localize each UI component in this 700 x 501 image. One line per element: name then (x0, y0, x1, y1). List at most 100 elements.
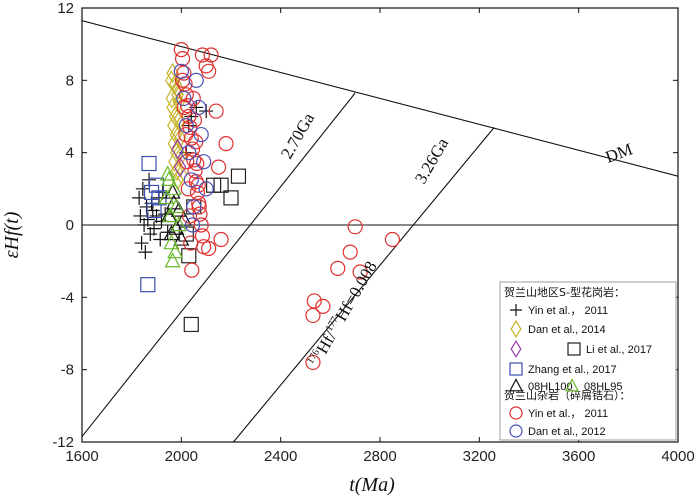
data-point-triangle (175, 210, 192, 226)
data-point-circle (218, 136, 234, 152)
data-point-plus (147, 221, 162, 236)
data-point-circle (191, 199, 207, 215)
data-point-circle (178, 117, 194, 134)
data-point-plus (143, 227, 158, 242)
data-point-circle (181, 208, 198, 224)
data-point-plus (138, 245, 153, 260)
legend-marker (509, 378, 523, 392)
data-point-circle (180, 181, 196, 197)
data-point-square (183, 316, 199, 333)
legend-marker (565, 378, 579, 392)
legend-label: Dan et al., 2012 (528, 426, 606, 438)
data-point-triangle (160, 170, 177, 186)
data-point-circle (182, 119, 198, 135)
x-tick-label: 3600 (562, 448, 595, 465)
data-points (132, 41, 401, 371)
data-point-triangle (163, 225, 180, 241)
x-axis-title: t(Ma) (349, 474, 395, 496)
data-point-circle (176, 65, 192, 81)
data-point-circle (189, 155, 205, 172)
data-point-square (140, 277, 156, 293)
data-point-circle (188, 72, 204, 88)
data-point-circle (181, 145, 197, 161)
data-point-triangle (159, 165, 176, 181)
data-point-diamond (166, 62, 179, 84)
legend-items: Yin et al.， 2011 Dan et al., 2014 Li et al… (509, 304, 652, 438)
data-point-circle (184, 262, 200, 278)
data-point-circle (201, 63, 217, 79)
legend-label: Li et al., 2017 (586, 344, 652, 356)
y-tick-label: 0 (66, 217, 74, 234)
data-point-diamond (171, 138, 184, 160)
reference-line (82, 20, 678, 177)
data-point-square (213, 177, 229, 193)
x-tick-label: 1600 (65, 448, 98, 465)
data-point-square (141, 155, 157, 172)
data-point-circle (210, 159, 227, 175)
x-tick-label: 2000 (165, 448, 198, 465)
legend-title-2: 贺兰山杂岩（碎屑锆石）： (504, 388, 631, 402)
data-point-circle (342, 244, 358, 260)
y-tick-label: 4 (66, 145, 74, 162)
data-point-circle (194, 47, 211, 63)
data-point-triangle (165, 179, 182, 196)
data-point-triangle (163, 234, 180, 250)
y-tick-label: 12 (57, 0, 74, 17)
data-point-circle (384, 231, 401, 248)
legend-box (499, 281, 677, 441)
data-point-circle (183, 235, 199, 251)
data-point-circle (213, 231, 229, 248)
x-tick-label: 3200 (463, 448, 496, 465)
data-point-circle (196, 154, 212, 170)
data-point-circle (306, 293, 322, 309)
data-point-circle (184, 217, 201, 233)
data-point-triangle (168, 197, 185, 214)
legend-marker (567, 342, 581, 356)
data-point-circle (191, 99, 207, 116)
data-point-circle (187, 163, 203, 179)
data-point-circle (201, 240, 217, 257)
data-point-circle (176, 90, 192, 107)
data-point-triangle (164, 252, 181, 268)
data-point-triangle (170, 216, 187, 232)
data-point-triangle (162, 206, 179, 223)
data-point-square (223, 190, 239, 206)
y-tick-label: -8 (61, 362, 74, 379)
data-point-circle (203, 47, 219, 63)
legend-title-1: 贺兰山地区S-型花岗岩： (504, 285, 625, 299)
legend-label: Yin et al.， 2011 (528, 305, 608, 317)
data-point-plus (133, 208, 148, 223)
legend-label: 08HL95 (584, 381, 623, 393)
legend-marker (509, 424, 523, 438)
data-point-circle (185, 90, 201, 107)
legend: 贺兰山地区S-型花岗岩： 贺兰山杂岩（碎屑锆石）： Yin et al.， 20… (499, 281, 677, 441)
data-point-circle (173, 41, 189, 58)
legend-label: 08HL100 (528, 381, 573, 393)
data-point-plus (134, 236, 149, 251)
data-point-circle (194, 228, 211, 244)
data-point-circle (347, 219, 363, 235)
data-point-plus (140, 212, 155, 227)
y-axis-title: εHf(t) (1, 211, 23, 258)
data-point-diamond (170, 160, 184, 181)
data-point-square (230, 168, 247, 184)
legend-marker (510, 320, 522, 338)
legend-label: Yin et al.， 2011 (528, 408, 608, 420)
data-point-circle (179, 154, 195, 170)
data-point-square (181, 248, 197, 264)
reference-line (82, 92, 356, 437)
legend-label: Dan et al., 2014 (528, 324, 606, 336)
data-point-diamond (172, 79, 185, 100)
reference-line (233, 126, 495, 442)
legend-marker (509, 362, 523, 376)
data-point-plus (135, 181, 150, 196)
data-point-circle (189, 184, 206, 201)
data-point-circle (330, 260, 346, 276)
data-point-circle (193, 217, 209, 233)
data-point-square (146, 202, 162, 219)
data-point-diamond (165, 88, 179, 109)
data-point-plus (137, 218, 152, 232)
data-point-circle (183, 172, 199, 188)
x-tick-label: 4000 (661, 448, 694, 465)
